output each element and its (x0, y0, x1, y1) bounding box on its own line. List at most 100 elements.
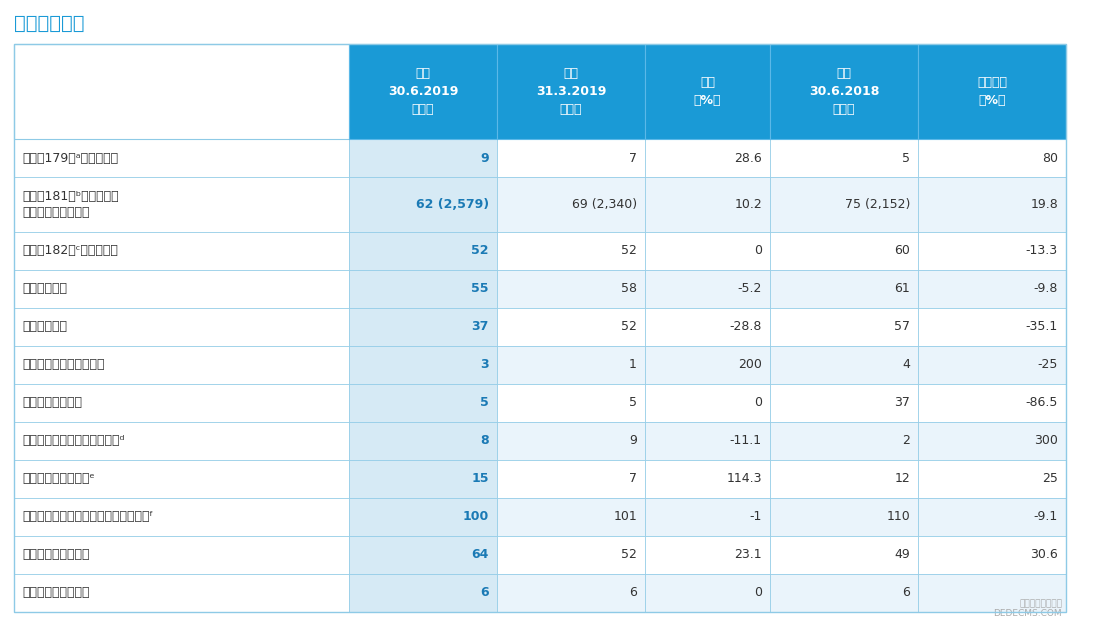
Text: -13.3: -13.3 (1026, 245, 1057, 258)
Bar (15, 460, 349, 498)
Bar (770, 308, 918, 346)
Bar (15, 232, 349, 270)
Text: 遭刑事檢控的人士及公司: 遭刑事檢控的人士及公司 (22, 358, 104, 371)
Text: 30.6: 30.6 (1031, 548, 1057, 561)
Text: 28.6: 28.6 (734, 152, 762, 165)
Text: 58: 58 (621, 283, 637, 296)
Bar (918, 498, 1066, 536)
Text: 6: 6 (480, 586, 489, 599)
Bar (645, 177, 770, 232)
Text: 25: 25 (1042, 473, 1057, 486)
Bar (497, 270, 645, 308)
Bar (645, 232, 770, 270)
Bar (918, 536, 1066, 574)
Bar (918, 44, 1066, 139)
Bar (645, 574, 770, 612)
Bar (497, 460, 645, 498)
Text: 執法行動數據: 執法行動數據 (15, 14, 85, 33)
Bar (349, 384, 497, 422)
Text: 15: 15 (471, 473, 489, 486)
Text: -1: -1 (750, 510, 762, 524)
Bar (349, 308, 497, 346)
Text: 49: 49 (894, 548, 910, 561)
Text: 根據第182條ᶜ發出的指示: 根據第182條ᶜ發出的指示 (22, 245, 117, 258)
Bar (349, 44, 497, 139)
Text: 已提出的刑事控罪: 已提出的刑事控罪 (22, 396, 82, 409)
Text: 64: 64 (471, 548, 489, 561)
Bar (497, 536, 645, 574)
Text: 110: 110 (886, 510, 910, 524)
Text: 織夢內容管理系統: 織夢內容管理系統 (1019, 599, 1062, 608)
Bar (15, 422, 349, 460)
Text: -5.2: -5.2 (737, 283, 762, 296)
Text: 12: 12 (894, 473, 910, 486)
Bar (918, 232, 1066, 270)
Bar (15, 536, 349, 574)
Text: -25: -25 (1037, 358, 1057, 371)
Text: 300: 300 (1034, 435, 1057, 448)
Bar (645, 44, 770, 139)
Text: 61: 61 (894, 283, 910, 296)
Bar (918, 270, 1066, 308)
Text: 52: 52 (621, 320, 637, 333)
Bar (918, 308, 1066, 346)
Bar (645, 308, 770, 346)
Bar (15, 346, 349, 384)
Bar (349, 270, 497, 308)
Bar (15, 384, 349, 422)
Text: 37: 37 (471, 320, 489, 333)
Text: -11.1: -11.1 (730, 435, 762, 448)
Text: -28.8: -28.8 (730, 320, 762, 333)
Bar (770, 177, 918, 232)
Bar (770, 498, 918, 536)
Text: 根據第179條ᵃ展開的查訊: 根據第179條ᵃ展開的查訊 (22, 152, 119, 165)
Text: 已完成的調查: 已完成的調查 (22, 320, 67, 333)
Text: 6: 6 (629, 586, 637, 599)
Text: 52: 52 (621, 245, 637, 258)
Text: 已發出的決定通知書ᵉ: 已發出的決定通知書ᵉ (22, 473, 95, 486)
Bar (15, 270, 349, 308)
Text: DEDECMS.COM: DEDECMS.COM (994, 609, 1062, 618)
Text: 7: 7 (629, 473, 637, 486)
Text: 已發出的合規意見函: 已發出的合規意見函 (22, 548, 90, 561)
Bar (770, 139, 918, 177)
Bar (918, 346, 1066, 384)
Text: 9: 9 (629, 435, 637, 448)
Bar (770, 574, 918, 612)
Text: 62 (2,579): 62 (2,579) (416, 198, 489, 211)
Bar (497, 232, 645, 270)
Text: 7: 7 (629, 152, 637, 165)
Bar (918, 139, 1066, 177)
Text: 6: 6 (902, 586, 910, 599)
Text: 4: 4 (902, 358, 910, 371)
Bar (497, 574, 645, 612)
Text: 37: 37 (894, 396, 910, 409)
Bar (15, 44, 349, 139)
Bar (349, 536, 497, 574)
Text: -35.1: -35.1 (1026, 320, 1057, 333)
Text: 23.1: 23.1 (734, 548, 762, 561)
Text: 截至
30.6.2019
止季度: 截至 30.6.2019 止季度 (388, 67, 458, 116)
Text: 100: 100 (463, 510, 489, 524)
Text: 8: 8 (480, 435, 489, 448)
Bar (497, 139, 645, 177)
Bar (349, 177, 497, 232)
Text: 52: 52 (471, 245, 489, 258)
Bar (15, 139, 349, 177)
Bar (349, 498, 497, 536)
Text: 按年變動
（%）: 按年變動 （%） (977, 76, 1007, 107)
Bar (497, 44, 645, 139)
Bar (15, 498, 349, 536)
Text: 進行中的民事訴訟所針對的人士及公司ᶠ: 進行中的民事訴訟所針對的人士及公司ᶠ (22, 510, 153, 524)
Text: 80: 80 (1042, 152, 1057, 165)
Text: 75 (2,152): 75 (2,152) (845, 198, 910, 211)
Text: 已發出的建議紀律行動通知書ᵈ: 已發出的建議紀律行動通知書ᵈ (22, 435, 124, 448)
Text: 9: 9 (480, 152, 489, 165)
Bar (349, 232, 497, 270)
Bar (918, 384, 1066, 422)
Text: -9.8: -9.8 (1034, 283, 1057, 296)
Bar (770, 44, 918, 139)
Text: 19.8: 19.8 (1031, 198, 1057, 211)
Bar (918, 422, 1066, 460)
Bar (645, 460, 770, 498)
